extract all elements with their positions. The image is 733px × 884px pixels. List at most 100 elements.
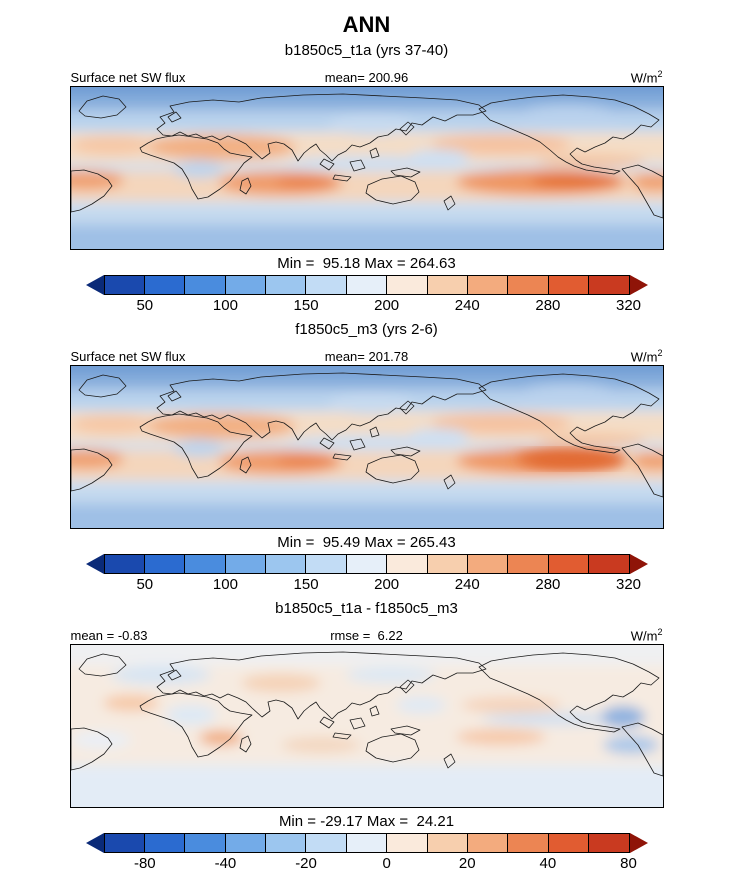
- colorbar-segment: [427, 834, 469, 852]
- panel3-subtitle: b1850c5_t1a - f1850c5_m3: [275, 600, 458, 617]
- colorbar-body: [103, 275, 630, 295]
- colorbar-segment: [225, 276, 267, 294]
- colorbar-3: -80 -40 -20 0 20 40 80: [85, 833, 648, 875]
- colorbar-segment: [306, 834, 347, 852]
- map-image-2: [71, 366, 663, 528]
- colorbar-tick-labels: -80 -40 -20 0 20 40 80: [105, 855, 637, 875]
- colorbar-tick: 50: [136, 297, 154, 314]
- colorbar-segment: [508, 276, 549, 294]
- panel2-header: Surface net SW flux mean= 201.78 W/m2: [71, 348, 663, 364]
- colorbar-tick: 80: [620, 855, 637, 872]
- units-label: W/m2: [631, 348, 663, 364]
- colorbar-segment: [306, 276, 347, 294]
- map-panel-3: [70, 644, 664, 808]
- colorbar-segment: [225, 834, 267, 852]
- panel1-subtitle: b1850c5_t1a (yrs 37-40): [284, 42, 449, 59]
- panel2-subtitle: f1850c5_m3 (yrs 2-6): [295, 321, 438, 338]
- panel-case1: b1850c5_t1a (yrs 37-40) Surface net SW f…: [0, 42, 733, 317]
- colorbar-right-arrow: [629, 833, 648, 853]
- mean-label: mean= 201.78: [324, 349, 409, 364]
- colorbar-segment: [427, 276, 469, 294]
- colorbar-segment: [266, 834, 307, 852]
- field-layer: [71, 87, 663, 249]
- colorbar-left-arrow: [85, 275, 104, 295]
- colorbar-tick: -20: [295, 855, 317, 872]
- colorbar-segment: [548, 834, 590, 852]
- colorbar-tick: 320: [615, 297, 642, 314]
- units-exponent: 2: [657, 68, 663, 79]
- units-label: W/m2: [631, 69, 663, 85]
- units-base: W/m: [630, 628, 658, 643]
- colorbar-tick: 240: [454, 576, 480, 593]
- colorbar-segment: [266, 555, 307, 573]
- colorbar-1: 50 100 150 200 240 280 320: [85, 275, 648, 317]
- colorbar-body: [103, 833, 630, 853]
- colorbar-tick: 100: [212, 576, 238, 593]
- panel3-header: mean = -0.83 rmse = 6.22 W/m2: [71, 627, 663, 643]
- colorbar-segment: [104, 555, 145, 573]
- colorbar-segment: [225, 555, 267, 573]
- colorbar-tick: 100: [212, 297, 238, 314]
- colorbar-segment: [468, 834, 509, 852]
- minmax-label: Min = -29.17 Max = 24.21: [278, 813, 455, 830]
- colorbar-tick: -40: [214, 855, 237, 872]
- units-exponent: 2: [657, 626, 663, 637]
- colorbar-segment: [266, 276, 307, 294]
- panel1-header: Surface net SW flux mean= 200.96 W/m2: [71, 69, 663, 85]
- field-label: Surface net SW flux: [70, 70, 186, 85]
- colorbar-segment: [387, 555, 428, 573]
- colorbar-segment: [548, 276, 590, 294]
- colorbar-segment: [185, 276, 226, 294]
- colorbar-tick: 0: [382, 855, 391, 872]
- colorbar-tick: 280: [535, 297, 561, 314]
- map-image-1: [71, 87, 663, 249]
- colorbar-segment: [427, 555, 469, 573]
- colorbar-body: [103, 554, 630, 574]
- colorbar-segment: [387, 276, 428, 294]
- colorbar-tick: 320: [615, 576, 642, 593]
- colorbar-segment: [346, 834, 388, 852]
- colorbar-tick: 150: [293, 576, 319, 593]
- colorbar-segment: [104, 834, 145, 852]
- colorbar-tick: 50: [136, 576, 154, 593]
- colorbar-tick: 40: [539, 855, 557, 872]
- colorbar-segment: [185, 555, 226, 573]
- colorbar-tick: 20: [458, 855, 476, 872]
- minmax-label: Min = 95.49 Max = 265.43: [277, 534, 456, 551]
- field-layer: [71, 366, 663, 528]
- panel-case2: f1850c5_m3 (yrs 2-6) Surface net SW flux…: [0, 321, 733, 596]
- colorbar-tick: 200: [374, 576, 400, 593]
- colorbar-tick-labels: 50 100 150 200 240 280 320: [105, 576, 641, 596]
- colorbar-left-arrow: [85, 554, 104, 574]
- colorbar-right-arrow: [629, 554, 648, 574]
- colorbar-tick: 200: [374, 297, 400, 314]
- field-label: Surface net SW flux: [70, 349, 186, 364]
- colorbar-segment: [548, 555, 590, 573]
- colorbar-segment: [144, 555, 186, 573]
- colorbar-tick-labels: 50 100 150 200 240 280 320: [105, 297, 641, 317]
- map-image-3: [71, 645, 663, 807]
- minmax-label: Min = 95.18 Max = 264.63: [277, 255, 456, 272]
- colorbar-segment: [589, 834, 629, 852]
- colorbar-tick: 240: [454, 297, 480, 314]
- field-extra-layer: [515, 450, 626, 468]
- units-exponent: 2: [657, 347, 663, 358]
- colorbar-tick: 280: [535, 576, 561, 593]
- colorbar-left-arrow: [85, 833, 104, 853]
- colorbar-segment: [508, 555, 549, 573]
- colorbar-segment: [387, 834, 428, 852]
- colorbar-segment: [589, 276, 629, 294]
- colorbar-segment: [306, 555, 347, 573]
- colorbar-segment: [468, 555, 509, 573]
- colorbar-segment: [468, 276, 509, 294]
- map-panel-1: [70, 86, 664, 250]
- units-base: W/m: [630, 349, 658, 364]
- mean-label: mean = -0.83: [70, 628, 148, 643]
- units-base: W/m: [630, 70, 658, 85]
- colorbar-right-arrow: [629, 275, 648, 295]
- colorbar-tick: 150: [293, 297, 319, 314]
- figure-title: ANN: [342, 12, 391, 37]
- colorbar-segment: [144, 834, 186, 852]
- map-panel-2: [70, 365, 664, 529]
